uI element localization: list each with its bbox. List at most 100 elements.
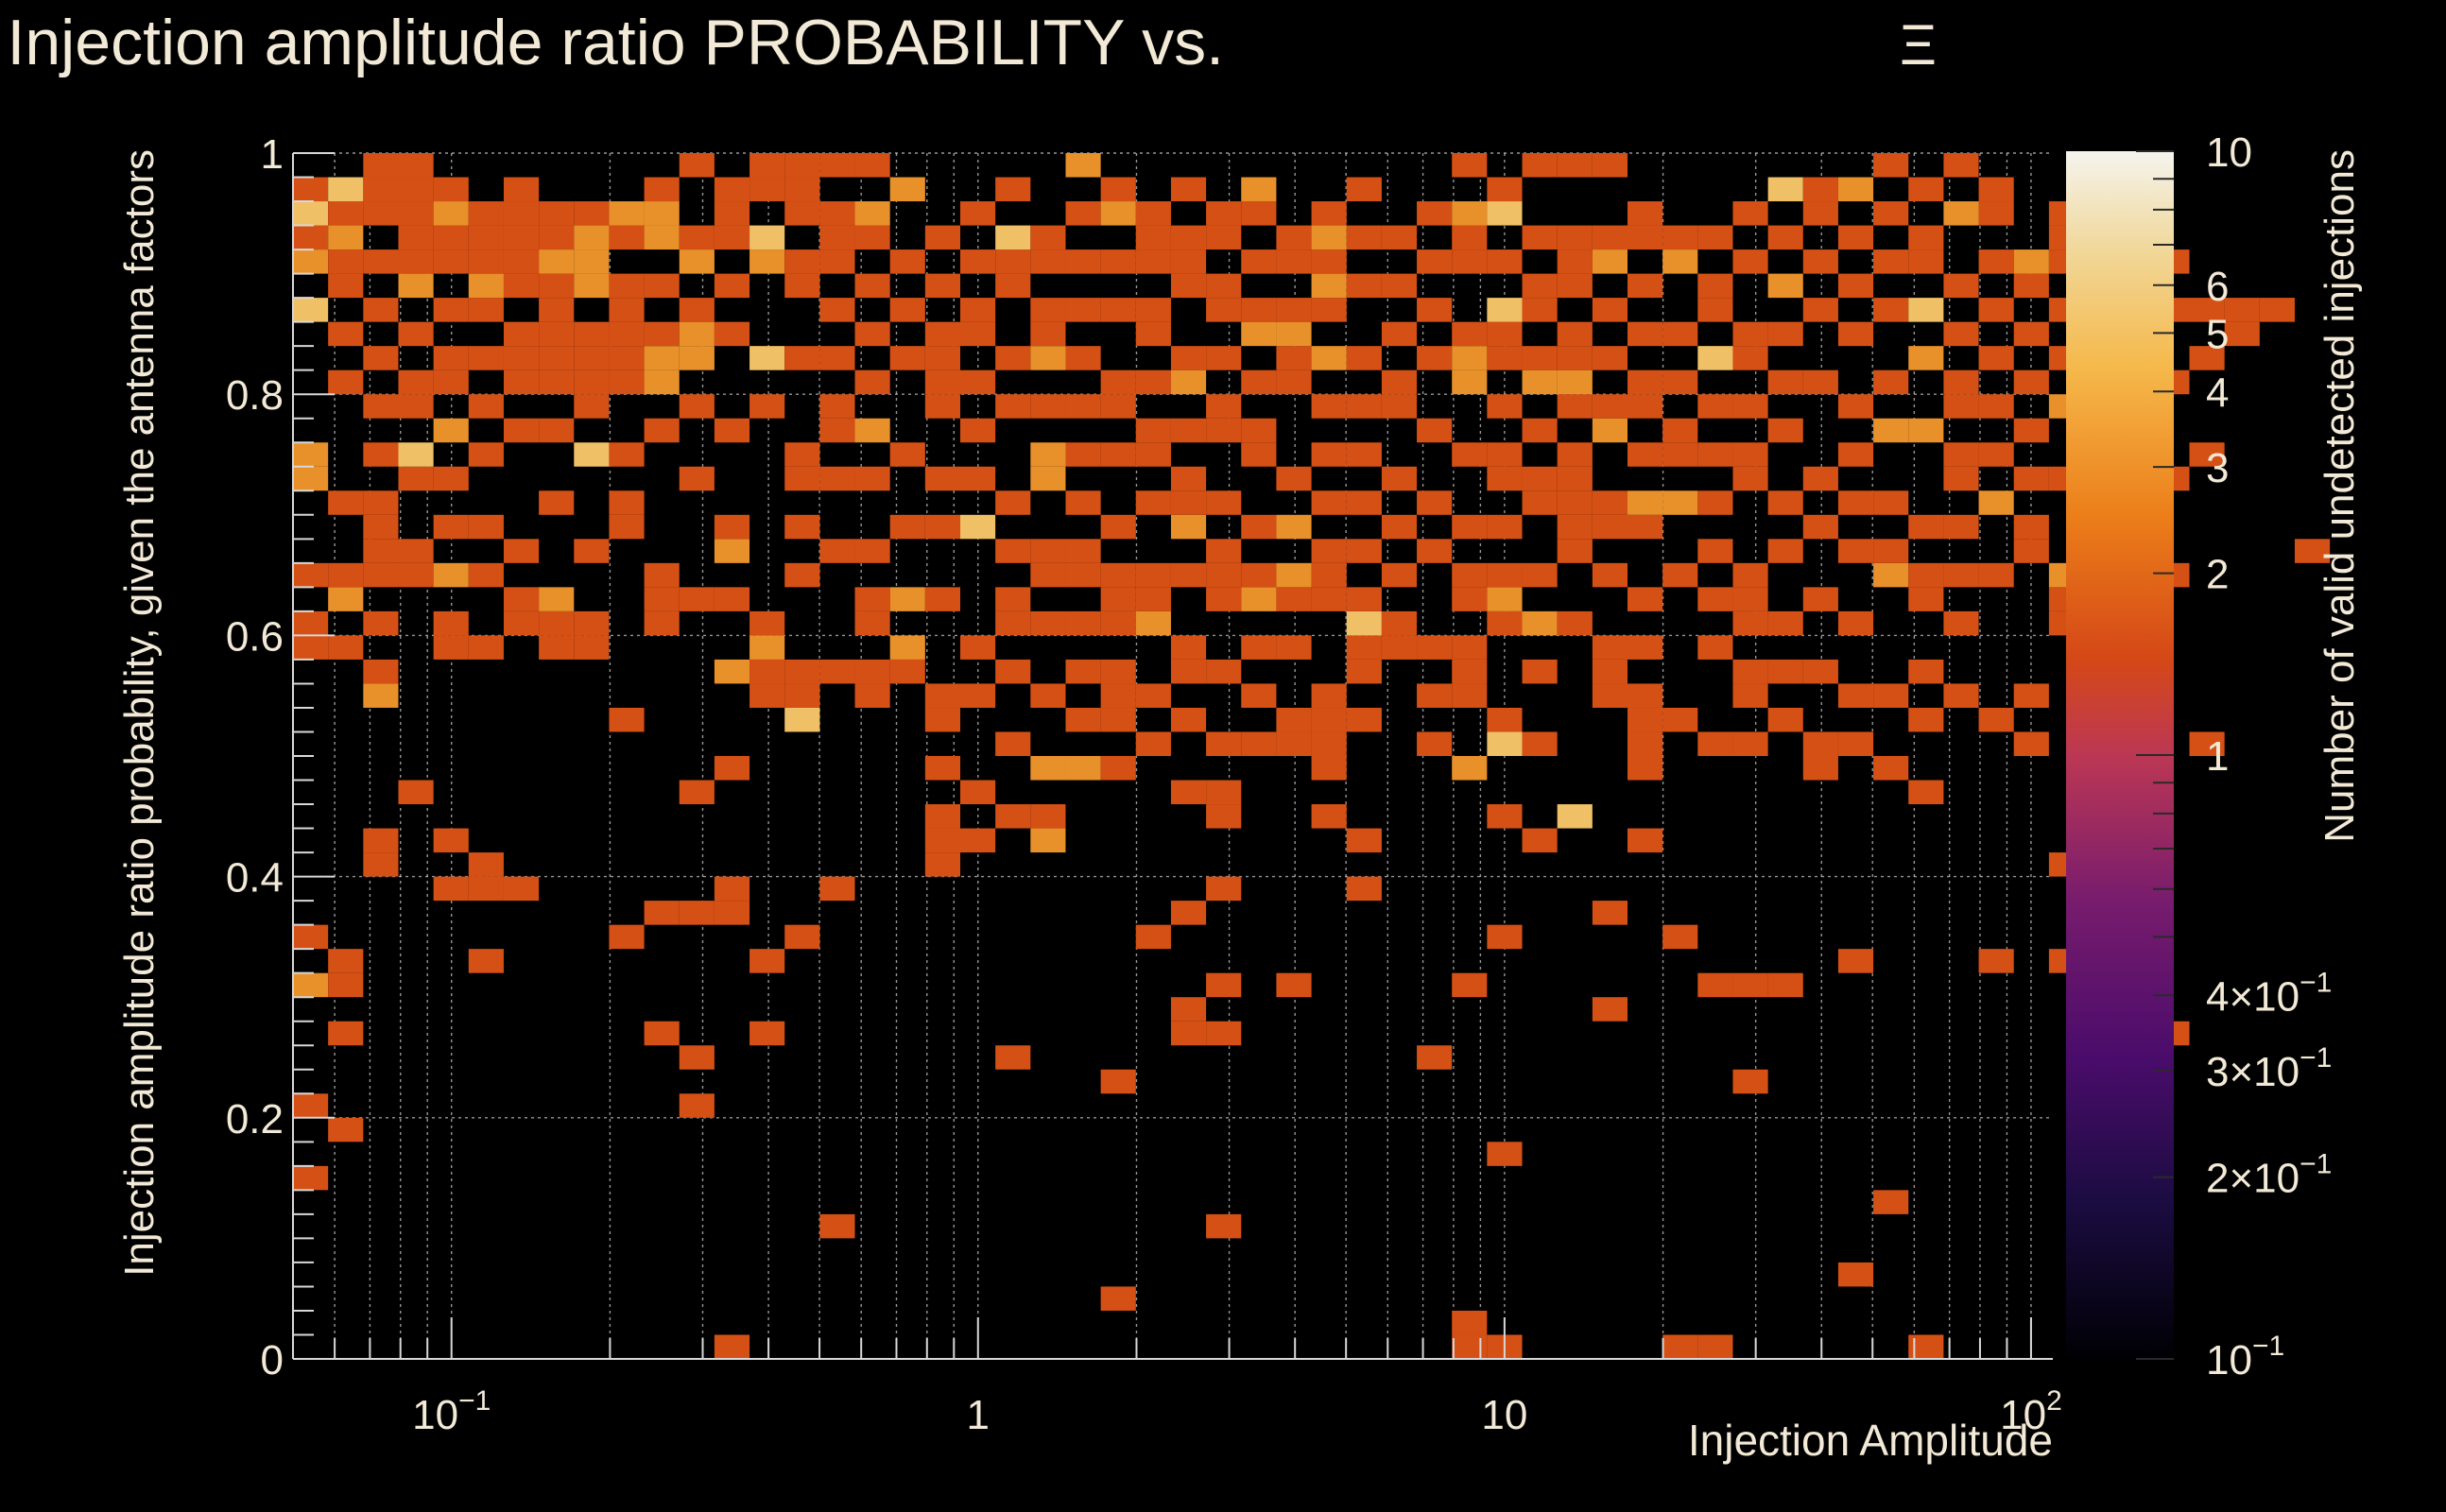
heatmap-cell	[749, 249, 785, 274]
heatmap-cell	[1697, 225, 1733, 250]
heatmap-cell	[749, 949, 785, 973]
heatmap-cell	[1978, 201, 2014, 226]
color-tick-label: 6	[2206, 264, 2229, 310]
heatmap-cell	[1767, 273, 1803, 299]
heatmap-cell	[1346, 394, 1382, 419]
color-tick-exponent: −1	[2300, 1149, 2332, 1180]
heatmap-cell	[328, 587, 364, 611]
heatmap-cell	[363, 153, 399, 178]
color-tick-label: 4	[2206, 369, 2229, 416]
heatmap-cell	[1311, 683, 1347, 708]
heatmap-cell	[1487, 346, 1523, 370]
heatmap-cell	[468, 273, 504, 299]
heatmap-cell	[1802, 466, 1838, 491]
heatmap-cell	[1170, 1021, 1207, 1046]
heatmap-cell	[960, 321, 996, 347]
heatmap-cell	[1065, 562, 1101, 588]
heatmap-cell	[1452, 635, 1488, 660]
heatmap-cell	[1662, 321, 1698, 347]
heatmap-cell	[1908, 225, 1944, 250]
heatmap-cell	[1135, 924, 1171, 950]
heatmap-cell	[1943, 562, 1979, 588]
color-tick-exponent: −1	[2252, 1331, 2284, 1362]
heatmap-cell	[1241, 442, 1277, 467]
heatmap-cell	[1030, 539, 1066, 563]
heatmap-cell	[1767, 369, 1803, 395]
heatmap-cell	[1592, 997, 1628, 1022]
heatmap-cell	[574, 225, 610, 250]
heatmap-cell	[854, 683, 890, 708]
heatmap-cell	[854, 369, 890, 395]
heatmap-cell	[644, 418, 680, 443]
heatmap-cell	[714, 876, 750, 902]
heatmap-cell	[1732, 683, 1768, 708]
heatmap-cell	[1311, 731, 1347, 756]
heatmap-cell	[995, 804, 1031, 829]
heatmap-cell	[1873, 756, 1909, 781]
heatmap-cell	[1135, 321, 1171, 347]
heatmap-cell	[889, 635, 925, 660]
heatmap-cell	[1311, 707, 1347, 732]
heatmap-cell	[609, 298, 645, 322]
heatmap-cell	[363, 852, 399, 877]
heatmap-cell	[1627, 731, 1663, 756]
heatmap-cell	[1662, 225, 1698, 250]
heatmap-cell	[749, 153, 785, 178]
heatmap-cell	[328, 490, 364, 515]
heatmap-cell	[433, 828, 469, 853]
heatmap-cell	[1030, 828, 1066, 853]
heatmap-cell	[1100, 369, 1136, 395]
heatmap-cell	[924, 707, 961, 732]
heatmap-cell	[1065, 442, 1101, 467]
heatmap-cell	[468, 394, 504, 419]
heatmap-cell	[1065, 201, 1101, 226]
heatmap-cell	[1837, 610, 1874, 636]
heatmap-cell	[644, 562, 680, 588]
heatmap-cell	[2189, 346, 2225, 370]
heatmap-cell	[328, 1021, 364, 1046]
heatmap-cell	[1206, 298, 1242, 322]
heatmap-cell	[1311, 249, 1347, 274]
heatmap-cell	[539, 201, 575, 226]
heatmap-cell	[2259, 298, 2295, 322]
heatmap-cell	[1487, 804, 1523, 829]
heatmap-cell	[995, 731, 1031, 756]
heatmap-cell	[1627, 490, 1663, 515]
heatmap-cell	[1170, 490, 1207, 515]
heatmap-cell	[363, 828, 399, 853]
heatmap-cell	[1346, 177, 1382, 202]
heatmap-cell	[1276, 466, 1312, 491]
heatmap-cell	[1311, 225, 1347, 250]
heatmap-cell	[1522, 659, 1558, 684]
heatmap-cell	[1206, 562, 1242, 588]
heatmap-cell	[714, 587, 750, 611]
heatmap-cell	[468, 249, 504, 274]
heatmap-cell	[960, 828, 996, 853]
heatmap-cell	[1487, 466, 1523, 491]
heatmap-cell	[784, 346, 820, 370]
heatmap-cell	[398, 466, 434, 491]
heatmap-cell	[1381, 225, 1418, 250]
heatmap-cell	[328, 273, 364, 299]
heatmap-cell	[1732, 346, 1768, 370]
heatmap-cell	[1592, 901, 1628, 925]
color-tick-exponent: −1	[2300, 1042, 2332, 1074]
heatmap-cell	[1206, 1213, 1242, 1239]
heatmap-cell	[1276, 346, 1312, 370]
y-tick-label: 0	[261, 1337, 284, 1383]
heatmap-cell	[1170, 346, 1207, 370]
heatmap-cell	[1276, 298, 1312, 322]
heatmap-cell	[644, 1021, 680, 1046]
heatmap-cell	[889, 659, 925, 684]
heatmap-cell	[889, 514, 925, 540]
heatmap-cell	[1346, 635, 1382, 660]
heatmap-cell	[995, 346, 1031, 370]
heatmap-cell	[644, 273, 680, 299]
heatmap-cell	[1662, 490, 1698, 515]
heatmap-cell	[679, 587, 715, 611]
heatmap-cell	[293, 924, 329, 950]
heatmap-cell	[714, 901, 750, 925]
heatmap-cell	[644, 901, 680, 925]
heatmap-cell	[995, 225, 1031, 250]
heatmap-cell	[1311, 394, 1347, 419]
